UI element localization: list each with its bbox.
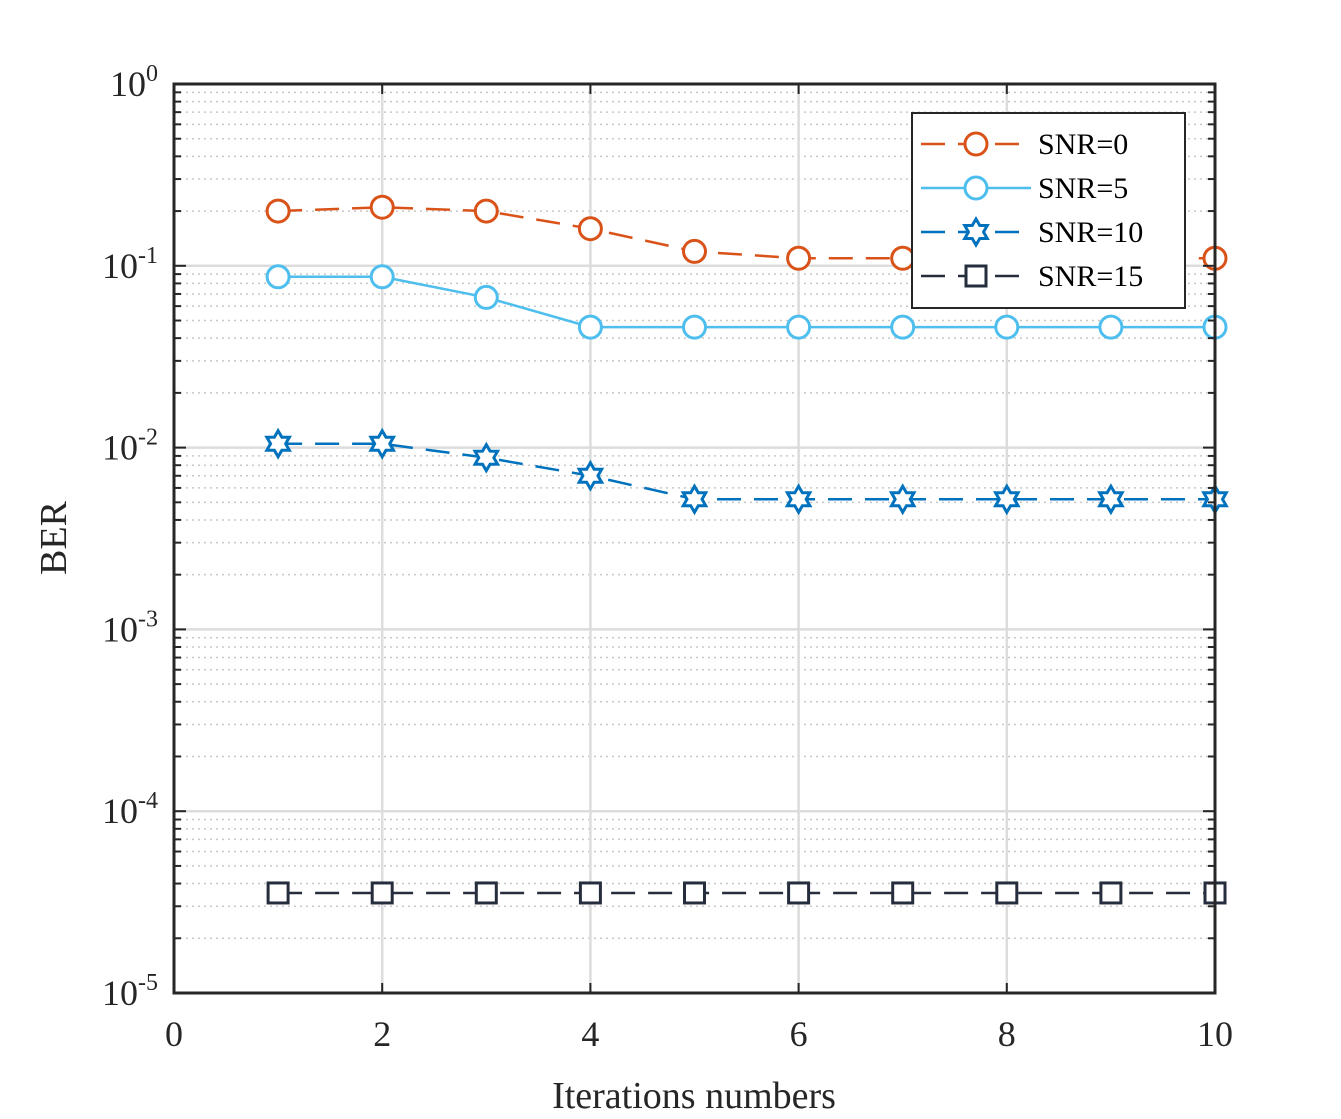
y-tick-label: 10-4 [102, 788, 158, 831]
data-point [369, 264, 395, 290]
data-point [577, 314, 603, 340]
data-point [577, 216, 603, 242]
data-point [1097, 483, 1125, 516]
series-line [278, 442, 1215, 501]
data-point [994, 314, 1020, 340]
y-axis-label: BER [33, 500, 75, 575]
x-tick-label: 8 [998, 1014, 1016, 1054]
data-point [264, 427, 292, 460]
data-point [683, 881, 706, 905]
data-point [995, 881, 1019, 905]
data-point [890, 245, 916, 271]
data-point [992, 483, 1021, 516]
y-tick-label: 100 [110, 61, 158, 104]
legend-marker [964, 264, 988, 288]
data-point [370, 881, 394, 905]
data-point [576, 459, 605, 492]
y-tick-label: 10-1 [102, 243, 158, 286]
series-line [278, 275, 1215, 329]
legend-item: SNR=0 [921, 128, 1128, 161]
data-point [682, 314, 707, 340]
x-tick-label: 4 [581, 1014, 599, 1054]
data-point [1098, 314, 1124, 340]
legend-label: SNR=5 [1038, 172, 1128, 205]
data-point [890, 314, 916, 340]
data-point [369, 194, 395, 220]
legend-item: SNR=10 [921, 216, 1143, 249]
legend-marker [962, 216, 990, 248]
x-axis-label: Iterations numbers [552, 1075, 836, 1117]
legend-label: SNR=15 [1038, 260, 1143, 293]
data-point [474, 881, 498, 905]
data-point [888, 483, 917, 516]
legend-label: SNR=10 [1038, 216, 1143, 249]
x-tick-label: 10 [1197, 1014, 1233, 1054]
x-tick-label: 0 [165, 1014, 183, 1054]
legend-box [911, 112, 1186, 309]
data-point [472, 441, 501, 474]
x-axis-ticks: 0 2 4 6 8 10 [165, 84, 1233, 1054]
data-point [786, 245, 812, 271]
data-point [266, 881, 290, 905]
series-1 [265, 264, 1228, 340]
data-point [265, 264, 291, 290]
data-point [368, 427, 397, 460]
legend-marker [963, 131, 989, 157]
plot-frame [172, 82, 1217, 995]
data-point [578, 881, 602, 905]
data-point [786, 314, 812, 340]
y-tick-label: 10-3 [102, 606, 158, 649]
data-point [1099, 881, 1123, 905]
y-axis-ticks: 100 10-1 10-2 10-3 10-4 10-5 [102, 61, 1215, 1013]
x-tick-label: 6 [790, 1014, 808, 1054]
data-point [473, 284, 499, 310]
data-point [787, 881, 811, 905]
y-tick-label: 10-5 [102, 970, 158, 1013]
x-tick-label: 2 [373, 1014, 391, 1054]
legend: SNR=0 SNR=5 SNR=10 SNR=15 [911, 112, 1186, 309]
series-3 [266, 881, 1227, 905]
legend-item: SNR=5 [921, 172, 1128, 205]
series-2 [264, 427, 1229, 516]
data-point [473, 198, 499, 224]
data-point [682, 238, 707, 264]
y-tick-label: 10-2 [102, 425, 158, 468]
data-point [265, 198, 291, 224]
legend-label: SNR=0 [1038, 128, 1128, 161]
legend-item: SNR=15 [921, 260, 1143, 293]
data-point [680, 483, 709, 516]
data-point [891, 881, 915, 905]
data-point [784, 483, 813, 516]
legend-marker [963, 175, 989, 201]
